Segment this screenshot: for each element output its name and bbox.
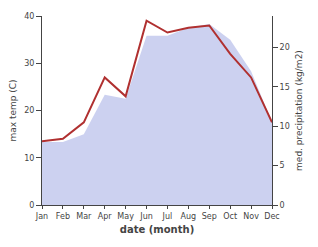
svg-text:15: 15 — [280, 83, 290, 92]
svg-text:40: 40 — [24, 12, 34, 21]
svg-text:Jan: Jan — [35, 212, 48, 221]
svg-text:10: 10 — [280, 122, 290, 131]
svg-text:0: 0 — [29, 201, 34, 210]
svg-text:Jul: Jul — [162, 212, 173, 221]
svg-text:max temp (C): max temp (C) — [8, 79, 18, 141]
svg-text:Jun: Jun — [139, 212, 153, 221]
svg-text:10: 10 — [24, 154, 34, 163]
svg-text:Sep: Sep — [202, 212, 217, 221]
svg-text:Apr: Apr — [98, 212, 113, 221]
svg-text:0: 0 — [280, 201, 285, 210]
svg-text:Oct: Oct — [223, 212, 237, 221]
svg-text:Aug: Aug — [181, 212, 197, 221]
svg-text:30: 30 — [24, 59, 34, 68]
svg-text:date (month): date (month) — [120, 224, 194, 235]
svg-text:med. precipitation (kg/m2): med. precipitation (kg/m2) — [294, 50, 304, 171]
svg-text:Dec: Dec — [264, 212, 279, 221]
svg-text:Nov: Nov — [243, 212, 259, 221]
svg-text:May: May — [117, 212, 134, 221]
svg-text:Mar: Mar — [76, 212, 92, 221]
svg-text:20: 20 — [280, 43, 290, 52]
svg-text:Feb: Feb — [56, 212, 70, 221]
svg-text:5: 5 — [280, 161, 285, 170]
svg-text:20: 20 — [24, 106, 34, 115]
